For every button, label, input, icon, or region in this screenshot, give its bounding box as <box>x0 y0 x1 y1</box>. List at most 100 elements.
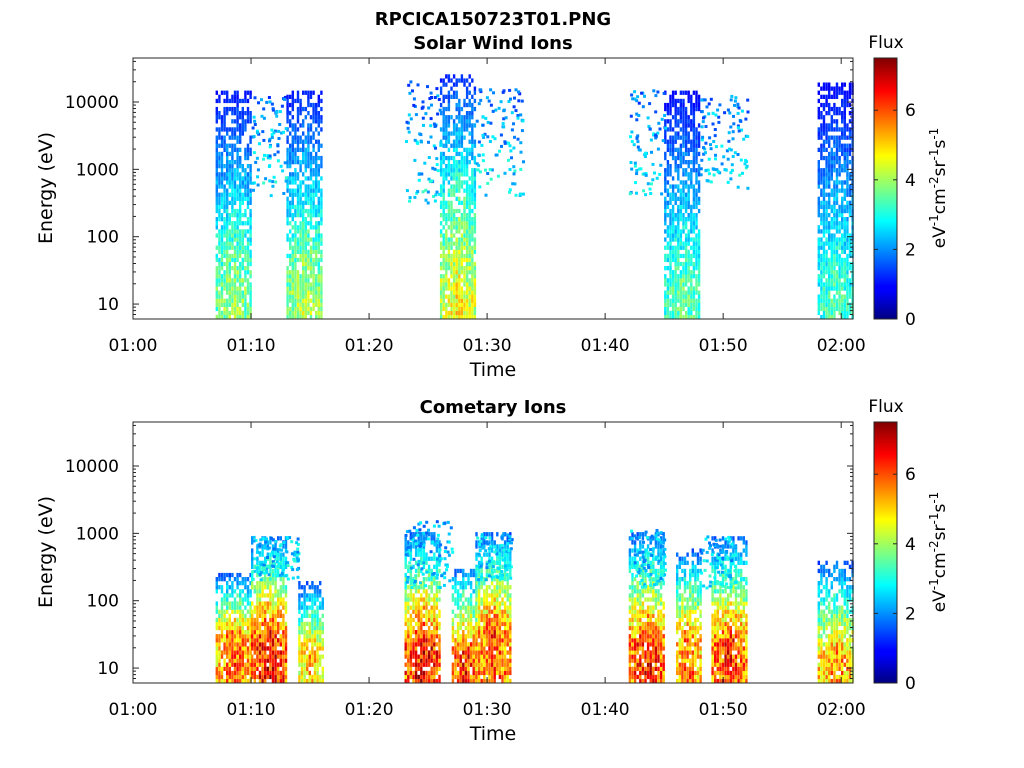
flux-cell <box>438 597 441 602</box>
flux-cell <box>228 314 231 320</box>
flux-cell <box>286 196 289 201</box>
flux-cell <box>409 666 413 671</box>
flux-cell <box>215 601 218 606</box>
flux-cell <box>220 204 224 210</box>
flux-cell <box>666 266 670 271</box>
flux-cell <box>438 650 441 655</box>
flux-cell <box>239 310 242 316</box>
flux-cell <box>455 249 458 254</box>
flux-cell <box>684 131 688 136</box>
flux-cell <box>226 164 229 169</box>
flux-cell <box>236 678 239 684</box>
colorbar-tick-label: 0 <box>905 310 916 330</box>
flux-cell <box>241 266 244 271</box>
flux-cell <box>302 241 305 246</box>
flux-cell <box>294 233 297 238</box>
flux-cell <box>671 102 675 108</box>
flux-cell <box>695 102 698 108</box>
flux-cell <box>266 544 269 549</box>
flux-cell <box>304 188 307 193</box>
flux-cell <box>309 282 313 287</box>
flux-cell <box>307 176 310 181</box>
flux-cell <box>677 188 680 193</box>
flux-cell <box>317 278 320 283</box>
flux-cell <box>279 642 282 647</box>
flux-cell <box>697 106 701 112</box>
flux-cell <box>407 654 410 659</box>
flux-cell <box>264 646 267 651</box>
flux-cell <box>463 164 466 169</box>
flux-cell <box>302 270 305 275</box>
flux-cell <box>660 117 664 121</box>
flux-cell <box>286 110 290 114</box>
flux-cell <box>508 88 512 92</box>
flux-cell <box>309 200 313 205</box>
flux-cell <box>412 585 415 590</box>
flux-cell <box>304 286 307 291</box>
flux-cell <box>223 217 226 222</box>
flux-cell <box>475 119 479 123</box>
flux-cell <box>300 666 304 671</box>
flux-cell <box>223 135 226 140</box>
flux-cell <box>231 658 234 663</box>
flux-cell <box>307 139 310 144</box>
flux-cell <box>436 94 440 98</box>
flux-cell <box>817 82 820 87</box>
flux-cell <box>277 609 280 614</box>
flux-cell <box>414 650 418 655</box>
flux-cell <box>666 164 670 169</box>
flux-cell <box>215 642 218 647</box>
flux-cell <box>244 593 247 598</box>
flux-cell <box>233 90 237 95</box>
flux-cell <box>822 241 826 246</box>
flux-cell <box>679 282 683 287</box>
flux-cell <box>697 200 701 205</box>
flux-cell <box>677 261 680 267</box>
flux-cell <box>833 249 836 254</box>
flux-cell <box>220 168 224 173</box>
flux-cell <box>241 176 244 181</box>
flux-cell <box>695 200 698 205</box>
flux-cell <box>215 245 218 250</box>
flux-cell <box>435 548 439 553</box>
flux-cell <box>304 135 307 140</box>
flux-cell <box>226 245 229 250</box>
flux-cell <box>458 196 461 201</box>
flux-cell <box>215 290 218 295</box>
flux-cell <box>433 609 436 614</box>
flux-cell <box>690 261 693 267</box>
flux-cell <box>669 98 672 104</box>
flux-cell <box>315 249 318 254</box>
flux-cell <box>289 274 292 279</box>
flux-cell <box>244 168 247 173</box>
flux-cell <box>215 605 218 610</box>
flux-cell <box>669 196 672 201</box>
flux-cell <box>838 286 841 291</box>
flux-cell <box>223 196 226 201</box>
flux-cell <box>267 96 271 99</box>
flux-cell <box>244 654 247 659</box>
flux-cell <box>473 180 477 185</box>
flux-cell <box>635 169 639 173</box>
flux-cell <box>258 662 262 667</box>
flux-cell <box>692 184 696 189</box>
flux-cell <box>277 621 280 627</box>
flux-cell <box>218 155 221 161</box>
flux-cell <box>692 111 696 116</box>
flux-cell <box>239 274 242 279</box>
flux-cell <box>249 139 252 144</box>
flux-cell <box>274 568 277 574</box>
flux-cell <box>841 249 844 254</box>
flux-cell <box>226 605 229 610</box>
flux-cell <box>430 613 433 618</box>
flux-cell <box>291 249 294 254</box>
flux-cell <box>641 105 645 109</box>
flux-cell <box>417 678 420 684</box>
flux-cell <box>315 180 318 185</box>
flux-cell <box>312 294 315 299</box>
flux-cell <box>664 139 667 144</box>
flux-cell <box>414 601 418 606</box>
flux-cell <box>455 221 458 226</box>
flux-cell <box>231 581 234 586</box>
flux-cell <box>274 180 278 184</box>
